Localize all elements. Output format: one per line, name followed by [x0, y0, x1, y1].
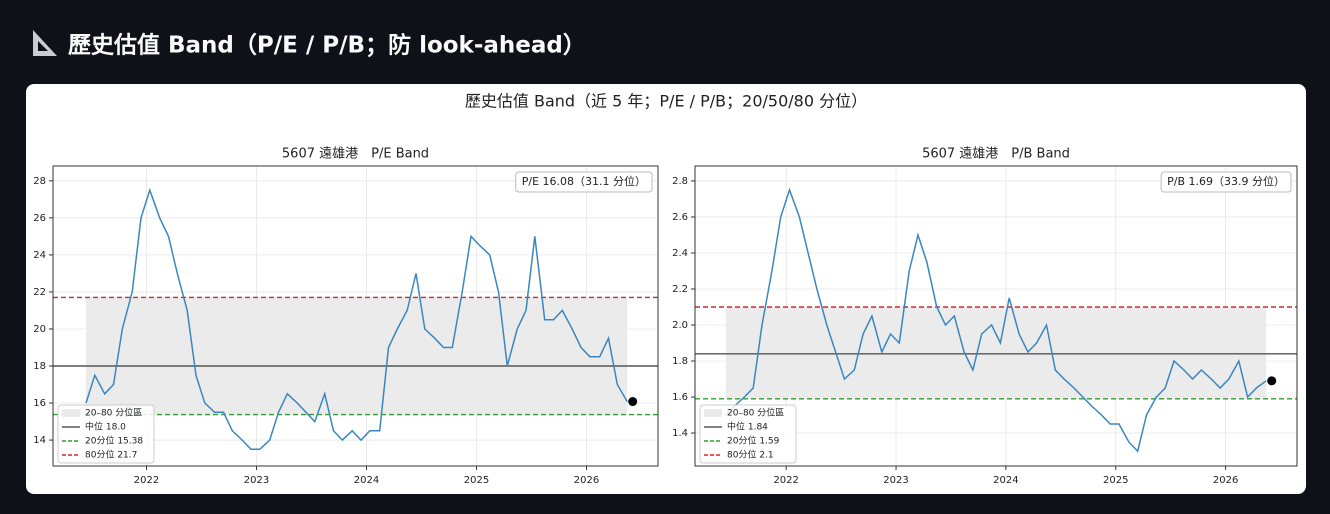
x-tick-label: 2026: [574, 475, 599, 486]
y-tick-label: 1.4: [672, 428, 688, 439]
x-tick-label: 2023: [883, 475, 908, 486]
x-tick-label: 2026: [1213, 475, 1238, 486]
page-title: 歷史估值 Band（P/E / P/B；防 look-ahead）: [68, 32, 586, 59]
legend-label: 80分位 21.7: [85, 449, 137, 461]
annotation-box: [515, 171, 653, 193]
legend-label: 中位 1.84: [727, 421, 768, 433]
figure-title: 歷史估值 Band（近 5 年；P/E / P/B；20/50/80 分位）: [465, 92, 867, 111]
y-tick-label: 2.8: [672, 176, 688, 187]
x-tick-label: 2025: [464, 475, 489, 486]
axes-frame: [694, 165, 1298, 467]
chart: 5607 遠雄港 P/B Band 2022 2023 2024 2025 2026 1.4…: [672, 147, 1298, 486]
y-tick-label: 20: [33, 324, 46, 335]
y-tick-label: 24: [33, 250, 46, 261]
annotation: P/B 1.69（33.9 分位）: [1167, 174, 1285, 188]
y-tick-label: 1.6: [672, 392, 688, 403]
legend-box: [699, 404, 797, 464]
y-tick-label: 26: [33, 213, 46, 224]
legend-label: 20–80 分位區: [727, 407, 784, 419]
x-tick-label: 2022: [773, 475, 798, 486]
y-tick-label: 1.8: [672, 356, 688, 367]
x-tick-label: 2025: [1103, 475, 1128, 486]
current-point: [1267, 376, 1277, 386]
x-tick-label: 2023: [244, 475, 269, 486]
y-tick-label: 16: [33, 398, 46, 409]
percentile-band: [725, 306, 1267, 399]
y-tick-label: 28: [33, 176, 46, 187]
series-line: [725, 187, 1267, 453]
x-tick-label: 2024: [354, 475, 379, 486]
legend-swatch: [62, 409, 80, 417]
y-tick-label: 2.4: [672, 248, 688, 259]
y-tick-label: 14: [33, 435, 46, 446]
y-tick-label: 2.0: [672, 320, 688, 331]
legend-label: 20–80 分位區: [85, 407, 142, 419]
legend-box: [57, 404, 155, 464]
chart-title: 5607 遠雄港 P/E Band: [282, 147, 429, 162]
axes-frame: [52, 165, 659, 467]
ruler-icon: [33, 30, 57, 56]
y-tick-label: 2.2: [672, 284, 688, 295]
legend-label: 80分位 2.1: [727, 449, 774, 461]
series-line: [85, 187, 628, 451]
legend-swatch: [704, 409, 722, 417]
current-point: [628, 397, 638, 407]
x-tick-label: 2024: [993, 475, 1018, 486]
annotation-box: [1160, 171, 1292, 193]
percentile-band: [86, 297, 628, 415]
annotation: P/E 16.08（31.1 分位）: [522, 174, 646, 188]
y-tick-label: 22: [33, 287, 46, 298]
chart-title: 5607 遠雄港 P/B Band: [922, 147, 1070, 162]
y-tick-label: 2.6: [672, 212, 688, 223]
legend-label: 20分位 15.38: [85, 435, 143, 447]
legend-label: 中位 18.0: [85, 421, 126, 433]
y-tick-label: 18: [33, 361, 46, 372]
legend-label: 20分位 1.59: [727, 435, 780, 447]
x-tick-label: 2022: [134, 475, 159, 486]
